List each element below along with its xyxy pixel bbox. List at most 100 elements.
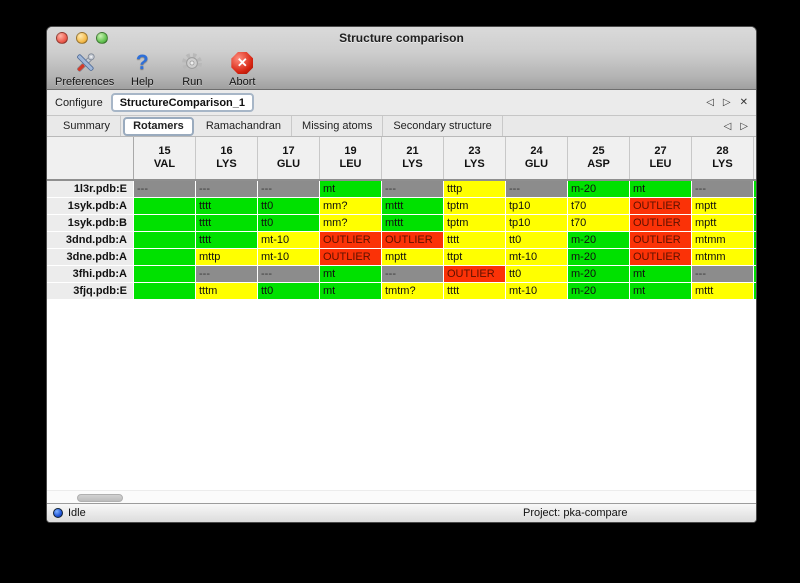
rotamer-cell[interactable] [134,266,195,282]
rotamer-cell[interactable]: OUTLIER [630,232,691,248]
row-label[interactable]: 1syk.pdb:A [47,198,133,214]
rotamer-cell[interactable]: --- [258,266,319,282]
preferences-button[interactable]: Preferences [55,50,114,88]
rotamer-cell-partial[interactable] [754,249,756,265]
rotamer-cell[interactable]: tp10 [506,215,567,231]
rotamer-cell[interactable]: mtmm [692,232,753,248]
rotamer-cell[interactable]: mt [630,283,691,299]
title-bar[interactable]: Structure comparison [47,27,756,49]
rotamer-cell[interactable]: mt [320,181,381,197]
rotamer-cell[interactable]: --- [196,266,257,282]
rotamer-cell[interactable]: mt-10 [506,249,567,265]
horizontal-scrollbar-thumb[interactable] [77,494,123,502]
rotamer-cell[interactable]: mttt [382,198,443,214]
close-configuration-button[interactable]: ✕ [739,97,748,108]
row-label[interactable]: 3dnd.pdb:A [47,232,133,248]
rotamer-cell[interactable] [134,232,195,248]
rotamer-cell[interactable]: tmtm? [382,283,443,299]
configuration-name-field[interactable]: StructureComparison_1 [110,93,255,112]
rotamer-cell[interactable] [134,283,195,299]
rotamer-cell[interactable]: mm? [320,198,381,214]
rotamer-cell[interactable]: OUTLIER [630,198,691,214]
rotamer-cell[interactable]: mm? [320,215,381,231]
rotamer-cell[interactable]: --- [196,181,257,197]
rotamer-cell[interactable]: --- [692,181,753,197]
rotamer-cell[interactable]: tt0 [506,232,567,248]
rotamer-cell[interactable]: OUTLIER [630,215,691,231]
rotamer-cell[interactable]: tt0 [258,198,319,214]
rotamer-cell[interactable]: OUTLIER [444,266,505,282]
rotamer-cell[interactable]: tt0 [258,283,319,299]
zoom-window-button[interactable] [96,32,108,44]
row-label[interactable]: 3fjq.pdb:E [47,283,133,299]
rotamer-cell[interactable]: m-20 [568,266,629,282]
rotamer-cell[interactable]: m-20 [568,232,629,248]
rotamer-cell[interactable]: t70 [568,198,629,214]
rotamer-cell[interactable]: --- [258,181,319,197]
rotamer-cell[interactable]: OUTLIER [320,249,381,265]
rotamer-cell-partial[interactable] [754,215,756,231]
rotamer-cell[interactable]: tttm [196,283,257,299]
column-header[interactable]: 19 LEU [320,137,382,179]
rotamer-cell[interactable]: mttt [692,283,753,299]
column-header[interactable]: 21 LYS [382,137,444,179]
rotamer-cell[interactable]: tptm [444,215,505,231]
row-label[interactable]: 1l3r.pdb:E [47,181,133,197]
rotamer-cell[interactable] [134,215,195,231]
rotamer-cell[interactable]: mt-10 [258,232,319,248]
tab-summary[interactable]: Summary [53,116,122,136]
prev-tab-button[interactable]: ◁ [723,120,732,132]
rotamer-cell[interactable]: OUTLIER [382,232,443,248]
rotamer-cell[interactable]: --- [692,266,753,282]
tab-missing-atoms[interactable]: Missing atoms [292,116,384,136]
rotamer-cell-partial[interactable] [754,181,756,197]
rotamer-cell[interactable]: mt-10 [506,283,567,299]
rotamer-cell[interactable]: ttpt [444,249,505,265]
rotamer-cell[interactable]: mttp [196,249,257,265]
prev-configuration-button[interactable]: ◁ [706,97,714,108]
rotamer-cell[interactable]: --- [382,181,443,197]
rotamer-cell[interactable]: mt [630,266,691,282]
rotamer-cell[interactable]: tptm [444,198,505,214]
rotamer-cell[interactable]: mt-10 [258,249,319,265]
rotamer-cell[interactable]: tttp [444,181,505,197]
next-configuration-button[interactable]: ▷ [722,97,731,108]
column-header[interactable]: 24 GLU [506,137,568,179]
minimize-window-button[interactable] [76,32,88,44]
rotamer-cell[interactable]: --- [506,181,567,197]
next-tab-button[interactable]: ▷ [740,120,748,132]
rotamer-cell[interactable]: tp10 [506,198,567,214]
tab-rotamers[interactable]: Rotamers [123,116,194,136]
rotamer-cell-partial[interactable] [754,266,756,282]
rotamer-cell[interactable]: m-20 [568,283,629,299]
horizontal-scrollbar[interactable] [47,490,756,503]
row-label[interactable]: 3fhi.pdb:A [47,266,133,282]
rotamer-cell[interactable]: tt0 [258,215,319,231]
rotamer-cell[interactable]: mt [320,283,381,299]
tab-secondary-structure[interactable]: Secondary structure [383,116,503,136]
rotamer-cell[interactable]: tttt [196,215,257,231]
rotamer-cell[interactable] [134,249,195,265]
column-header[interactable]: 17 GLU [258,137,320,179]
rotamer-cell[interactable]: mptt [692,215,753,231]
rotamer-cell[interactable]: tttt [444,283,505,299]
rotamer-cell[interactable]: tt0 [506,266,567,282]
rotamer-cell[interactable]: t70 [568,215,629,231]
column-header[interactable]: 15 VAL [134,137,196,179]
rotamer-cell[interactable]: tttt [196,198,257,214]
rotamer-cell[interactable]: tttt [444,232,505,248]
rotamer-cell[interactable]: mt [320,266,381,282]
rotamer-cell[interactable]: mptt [382,249,443,265]
help-button[interactable]: ? Help [120,50,164,88]
rotamer-cell[interactable]: mptt [692,198,753,214]
abort-button[interactable]: ✕ Abort [220,50,264,88]
rotamer-cell[interactable]: OUTLIER [320,232,381,248]
rotamer-cell[interactable]: mtmm [692,249,753,265]
column-header[interactable]: 25 ASP [568,137,630,179]
rotamer-cell[interactable]: tttt [196,232,257,248]
column-header[interactable]: 28 LYS [692,137,754,179]
rotamer-cell[interactable] [134,198,195,214]
run-button[interactable]: Run [170,50,214,88]
rotamer-cell-partial[interactable] [754,232,756,248]
rotamer-cell[interactable]: m-20 [568,181,629,197]
